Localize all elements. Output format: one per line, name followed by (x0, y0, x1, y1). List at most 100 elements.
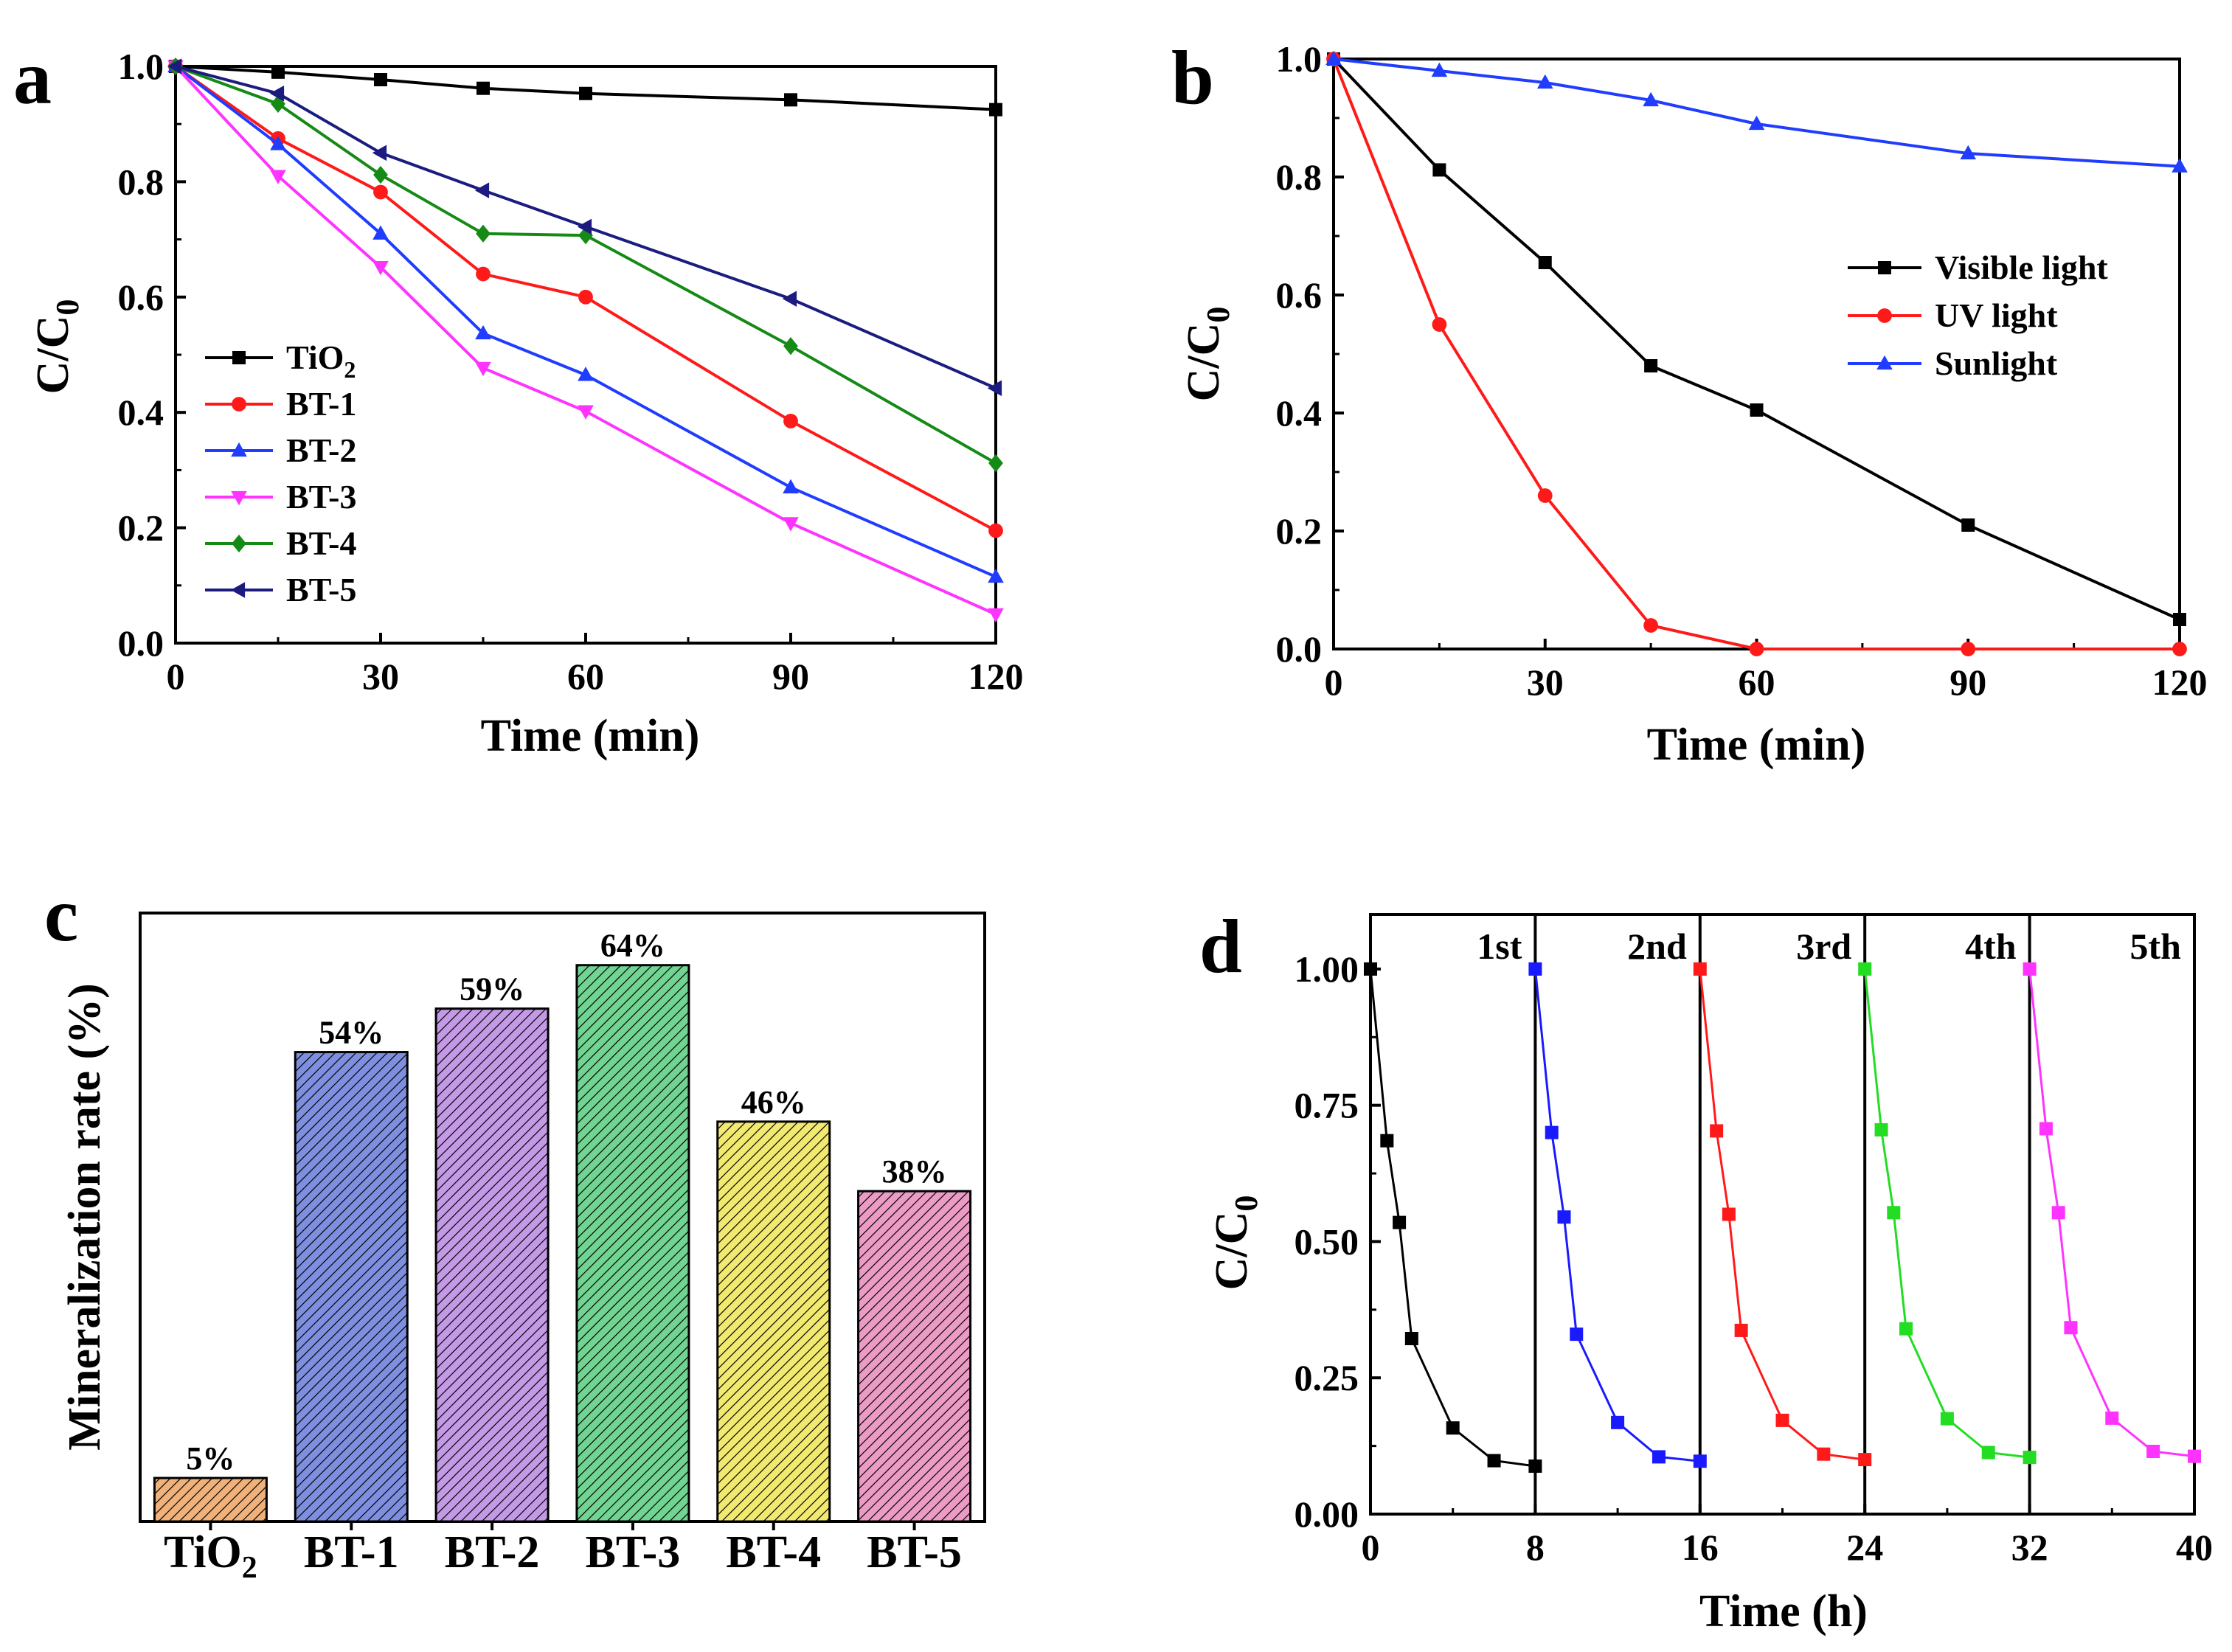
cycle-label: 5th (2130, 926, 2182, 967)
panel-c-plot-area: 5% TiO2 54% BT-1 59% BT-2 64% BT-3 46% BT-4 38% BT-… (139, 912, 986, 1585)
data-point (1874, 1122, 1888, 1136)
bar-bt-1 (294, 1051, 409, 1523)
data-point (783, 337, 798, 355)
bar-value-label: 59% (460, 971, 524, 1007)
data-point (987, 380, 1002, 397)
panel-a-plot-area: 0 30 60 90 120 0.0 0.2 0.4 0.6 0.8 1.0 (118, 46, 1024, 697)
panel-c-label: c (44, 872, 78, 957)
y-tick-label: 0.6 (118, 277, 164, 318)
data-point (1981, 1446, 1995, 1460)
x-tick-label: 0 (1362, 1527, 1380, 1568)
legend-marker (231, 490, 247, 506)
x-tick-label: 120 (2152, 662, 2208, 703)
panel-d-label: d (1199, 904, 1242, 989)
legend-marker (1876, 355, 1893, 370)
data-point (1545, 1125, 1559, 1139)
category-label: BT-2 (445, 1527, 540, 1578)
data-point (167, 58, 182, 74)
legend-label: BT-5 (286, 571, 356, 608)
data-point (372, 225, 389, 240)
x-tick-label: 60 (1739, 662, 1775, 703)
panel-a-x-axis-label: Time (min) (481, 711, 700, 761)
x-tick-label: 90 (1949, 662, 1986, 703)
y-tick-label: 0.50 (1295, 1221, 1359, 1262)
legend-marker (231, 442, 247, 457)
data-point (270, 170, 286, 184)
panel-b-legend: Visible light UV light Sunlight (1848, 249, 2108, 382)
data-point (475, 324, 491, 340)
data-point (1775, 1413, 1789, 1427)
data-point (2146, 1445, 2160, 1459)
data-point (373, 165, 388, 184)
data-point (372, 261, 389, 276)
data-point (989, 103, 1002, 117)
data-point (2105, 1411, 2119, 1425)
data-point (269, 85, 285, 102)
y-tick-label: 0.25 (1295, 1357, 1359, 1398)
data-point (1536, 74, 1553, 89)
x-tick-label: 90 (772, 656, 809, 697)
data-point (1393, 1215, 1407, 1229)
legend-marker (1878, 261, 1891, 274)
legend-label: TiO2 (286, 339, 356, 383)
bar-value-label: 46% (741, 1084, 806, 1120)
x-tick-label: 30 (362, 656, 399, 697)
cycle-label: 4th (1965, 926, 2017, 967)
data-point (988, 454, 1003, 473)
data-point (1940, 1412, 1954, 1426)
panel-b-label: b (1171, 35, 1214, 120)
data-point (783, 414, 798, 428)
data-point (1749, 642, 1764, 656)
data-point (1611, 1415, 1625, 1429)
data-point (474, 182, 490, 198)
x-tick-label: 120 (968, 656, 1024, 697)
data-point (1858, 962, 1872, 976)
data-point (988, 568, 1004, 583)
x-tick-label: 60 (567, 656, 604, 697)
data-point (1710, 1124, 1724, 1138)
data-point (1446, 1421, 1460, 1435)
y-tick-label: 0.2 (1276, 510, 1323, 552)
panel-a-y-axis-label: C/C0 (28, 299, 86, 395)
y-tick-label: 0.0 (118, 622, 164, 664)
data-point (476, 266, 491, 282)
x-tick-label: 32 (2011, 1527, 2048, 1568)
data-point (577, 218, 592, 235)
bar-bt-4 (716, 1120, 831, 1523)
data-point (2023, 962, 2037, 976)
data-point (782, 291, 797, 307)
data-point (2188, 1449, 2201, 1463)
data-point (2172, 642, 2187, 656)
data-point (1693, 1454, 1707, 1468)
data-point (1537, 488, 1553, 503)
x-tick-label: 40 (2176, 1527, 2213, 1568)
y-tick-label: 0.75 (1295, 1085, 1359, 1126)
bar-value-label: 54% (319, 1015, 384, 1051)
data-point (1817, 1447, 1831, 1461)
data-point (1961, 642, 1976, 656)
legend-label: Visible light (1935, 249, 2108, 286)
panel-b-plot-area: 0 30 60 90 120 0.0 0.2 0.4 0.6 0.8 1.0 (1276, 38, 2208, 703)
x-tick-label: 8 (1526, 1527, 1545, 1568)
data-point (783, 517, 799, 532)
data-point (1961, 518, 1975, 532)
data-point (1748, 115, 1765, 131)
legend-marker (1877, 308, 1892, 323)
data-point (1380, 1134, 1394, 1148)
bar-tio (153, 1476, 268, 1523)
series-line-sunlight (1333, 58, 2180, 168)
category-label: TiO2 (164, 1527, 257, 1585)
data-point (271, 65, 285, 79)
data-point (578, 405, 594, 420)
data-point (1528, 962, 1542, 976)
panel-d-y-axis-label: C/C0 (1207, 1195, 1264, 1291)
data-point (373, 184, 388, 200)
data-point (578, 289, 593, 305)
panel-d-plot-area: 0 8 16 24 32 40 0.00 0.25 0.50 0.75 1.00 1st 2nd 3rd 4… (1295, 913, 2213, 1568)
cycle-label: 3rd (1796, 926, 1851, 967)
y-tick-label: 0.4 (1276, 392, 1323, 434)
data-point (1693, 962, 1707, 976)
data-point (476, 224, 491, 243)
